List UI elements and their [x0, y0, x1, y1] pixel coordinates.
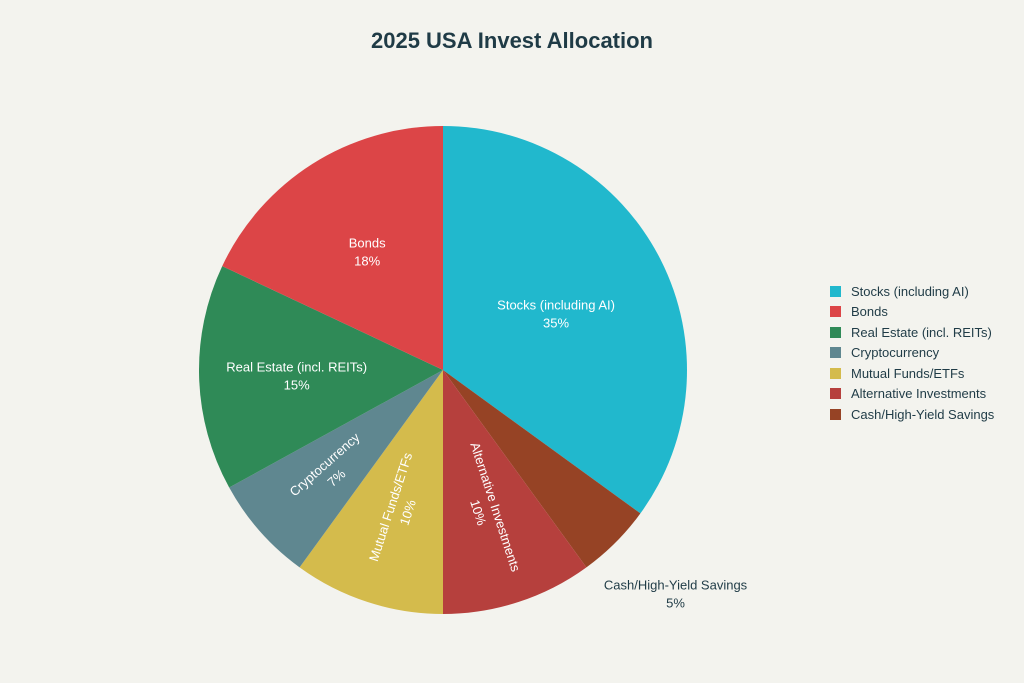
slice-percent: 35%	[543, 315, 569, 330]
chart-title: 2025 USA Invest Allocation	[370, 28, 653, 53]
legend: Stocks (including AI) Bonds Real Estate (i…	[830, 281, 994, 425]
slice-label-real-estate-incl-reits: Real Estate (incl. REITs) 15%	[226, 360, 367, 393]
legend-label: Mutual Funds/ETFs	[851, 365, 965, 381]
slice-percent: 5%	[666, 596, 685, 611]
slice-name: Bonds	[349, 236, 386, 251]
legend-label: Alternative Investments	[851, 386, 987, 402]
legend-item-stocks-including-ai[interactable]: Stocks (including AI)	[830, 281, 994, 302]
legend-item-real-estate-incl-reits[interactable]: Real Estate (incl. REITs)	[830, 322, 994, 343]
slice-percent: 18%	[354, 254, 380, 269]
legend-item-cryptocurrency[interactable]: Cryptocurrency	[830, 343, 994, 364]
legend-swatch	[830, 388, 841, 400]
legend-swatch	[830, 285, 841, 297]
legend-item-mutual-funds-etfs[interactable]: Mutual Funds/ETFs	[830, 363, 994, 384]
legend-label: Bonds	[851, 304, 888, 320]
pie-slice-alternative-investments	[443, 370, 587, 614]
legend-label: Real Estate (incl. REITs)	[851, 324, 992, 340]
pie-slice-cash-high-yield-savings	[443, 370, 641, 568]
legend-swatch	[830, 306, 841, 318]
legend-label: Cryptocurrency	[851, 345, 940, 361]
legend-swatch	[830, 367, 841, 379]
legend-label: Stocks (including AI)	[851, 283, 969, 299]
legend-item-cash-high-yield-savings[interactable]: Cash/High-Yield Savings	[830, 404, 994, 425]
slice-label-stocks-including-ai: Stocks (including AI) 35%	[497, 297, 615, 330]
legend-swatch	[830, 408, 841, 420]
legend-item-bonds[interactable]: Bonds	[830, 302, 994, 323]
slice-label-bonds: Bonds 18%	[349, 236, 386, 269]
pie-slice-bonds	[222, 126, 443, 370]
slice-percent: 15%	[284, 378, 310, 393]
slice-name: Cash/High-Yield Savings	[604, 578, 748, 593]
legend-label: Cash/High-Yield Savings	[851, 406, 995, 422]
slice-label-cash-high-yield-savings: Cash/High-Yield Savings 5%	[604, 578, 748, 611]
pie-slice-cryptocurrency	[229, 370, 443, 568]
pie-slice-real-estate-incl-reits	[198, 266, 443, 488]
legend-swatch	[830, 347, 841, 359]
slice-name: Stocks (including AI)	[497, 297, 615, 312]
slice-name: Real Estate (incl. REITs)	[226, 360, 367, 375]
pie-slice-mutual-funds-etfs	[299, 370, 443, 614]
pie-slice-stocks-including-ai	[443, 126, 687, 514]
legend-item-alternative-investments[interactable]: Alternative Investments	[830, 384, 994, 405]
legend-swatch	[830, 326, 841, 338]
pie-slices	[198, 126, 687, 614]
